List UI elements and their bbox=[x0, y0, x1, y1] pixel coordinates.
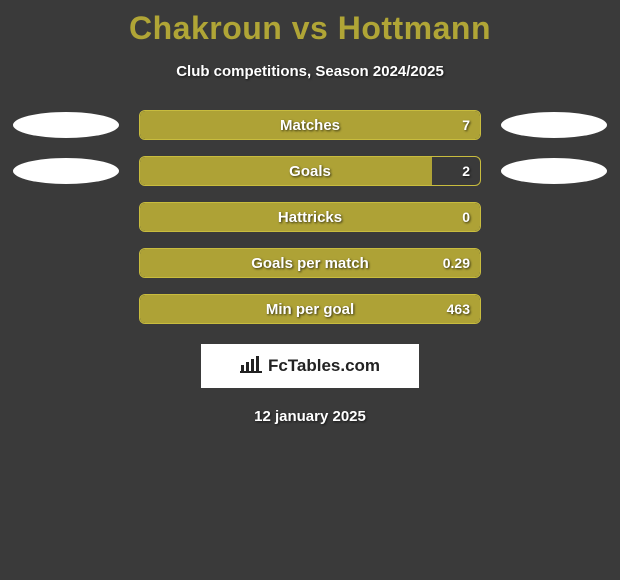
player-right-ellipse bbox=[501, 112, 607, 138]
player-right-ellipse bbox=[501, 158, 607, 184]
stat-label: Matches bbox=[280, 117, 340, 134]
stat-value: 7 bbox=[462, 117, 470, 133]
player-left-ellipse bbox=[13, 112, 119, 138]
stat-bar: Goals per match 0.29 bbox=[139, 248, 481, 278]
stat-bar: Hattricks 0 bbox=[139, 202, 481, 232]
logo-text: FcTables.com bbox=[268, 356, 380, 376]
date-label: 12 january 2025 bbox=[0, 408, 620, 425]
stat-value: 2 bbox=[462, 163, 470, 179]
stat-bar: Goals 2 bbox=[139, 156, 481, 186]
chart-icon bbox=[240, 355, 262, 378]
stat-row: Goals per match 0.29 bbox=[0, 248, 620, 278]
stat-value: 463 bbox=[447, 301, 470, 317]
page-title: Chakroun vs Hottmann bbox=[0, 0, 620, 47]
player-left-ellipse bbox=[13, 158, 119, 184]
subtitle: Club competitions, Season 2024/2025 bbox=[0, 63, 620, 80]
stat-bar: Matches 7 bbox=[139, 110, 481, 140]
stat-label: Hattricks bbox=[278, 209, 342, 226]
stat-row: Min per goal 463 bbox=[0, 294, 620, 324]
stat-label: Min per goal bbox=[266, 301, 354, 318]
stat-row: Matches 7 bbox=[0, 110, 620, 140]
stat-row: Goals 2 bbox=[0, 156, 620, 186]
stat-value: 0.29 bbox=[443, 255, 470, 271]
stats-container: Matches 7 Goals 2 Hattricks 0 Goals per match 0… bbox=[0, 110, 620, 324]
fctables-logo: FcTables.com bbox=[201, 344, 419, 388]
stat-bar: Min per goal 463 bbox=[139, 294, 481, 324]
stat-label: Goals per match bbox=[251, 255, 369, 272]
stat-row: Hattricks 0 bbox=[0, 202, 620, 232]
stat-label: Goals bbox=[289, 163, 331, 180]
stat-bar-fill bbox=[140, 157, 432, 185]
stat-value: 0 bbox=[462, 209, 470, 225]
